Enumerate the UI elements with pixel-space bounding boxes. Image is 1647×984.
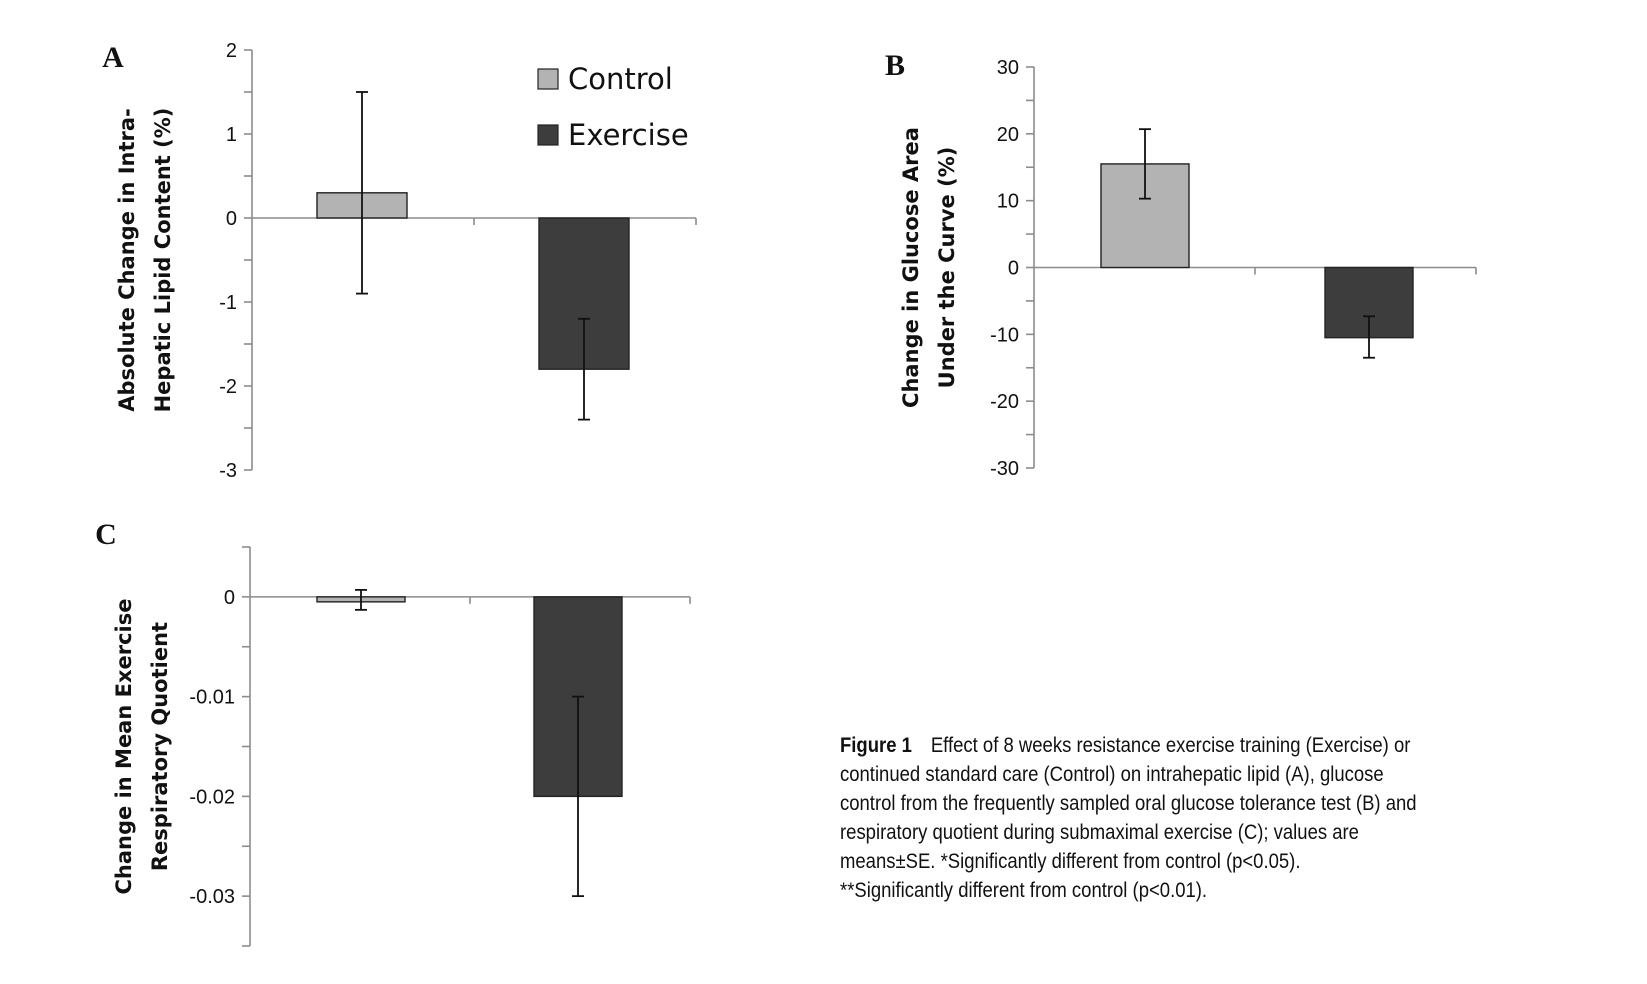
legend: Control Exercise bbox=[537, 62, 689, 152]
panel-label: B bbox=[885, 49, 905, 82]
caption-text: Effect of 8 weeks resistance exercise tr… bbox=[930, 733, 1411, 757]
y-tick-label: -1 bbox=[219, 292, 237, 314]
y-tick-label: -20 bbox=[990, 391, 1019, 413]
legend-swatch-control bbox=[537, 68, 559, 90]
panel-label: C bbox=[95, 518, 117, 551]
caption-line: respiratory quotient during submaximal e… bbox=[840, 820, 1359, 844]
y-tick-label: 0 bbox=[1008, 258, 1019, 280]
y-axis-title: Under the Curve (%) bbox=[935, 147, 959, 389]
panel-label: A bbox=[102, 41, 124, 74]
caption-line: means±SE. *Significantly different from … bbox=[840, 849, 1301, 873]
y-tick-label: 20 bbox=[997, 124, 1019, 146]
y-tick-label: 0 bbox=[224, 587, 235, 609]
y-tick-label: -30 bbox=[990, 458, 1019, 480]
panel-b-chart: B 30 20 10 0 -10 -20 -30 Change in Glucose Area U… bbox=[885, 49, 1477, 480]
y-tick-label: -3 bbox=[219, 460, 237, 482]
legend-label-exercise: Exercise bbox=[568, 118, 689, 152]
bar-exercise bbox=[538, 217, 630, 370]
y-tick-label: -0.01 bbox=[189, 687, 235, 709]
y-axis-title: Change in Mean Exercise bbox=[112, 599, 136, 895]
y-tick-label: 30 bbox=[997, 57, 1019, 79]
caption-line: **Significantly different from control (… bbox=[840, 878, 1208, 902]
y-tick-label: 2 bbox=[226, 40, 237, 62]
y-axis-title: Hepatic Lipid Content (%) bbox=[151, 108, 175, 413]
caption-line: Figure 1 Effect of 8 weeks resistance exe… bbox=[840, 731, 1511, 760]
y-tick-label: -2 bbox=[219, 376, 237, 398]
figure-caption: Figure 1 Effect of 8 weeks resistance exe… bbox=[840, 731, 1620, 905]
y-tick-label: -10 bbox=[990, 324, 1019, 346]
caption-line: control from the frequently sampled oral… bbox=[840, 791, 1417, 815]
caption-line: continued standard care (Control) on int… bbox=[840, 762, 1384, 786]
panel-a-chart: A 2 1 0 -1 -2 -3 Absolute Change in Intra- Hepat… bbox=[102, 40, 697, 482]
legend-label-control: Control bbox=[568, 62, 673, 96]
y-tick-label: -0.02 bbox=[189, 786, 235, 808]
panel-c-chart: C 0 -0.01 -0.02 -0.03 Change in Mean Exercise… bbox=[95, 518, 691, 947]
y-tick-label: 1 bbox=[226, 124, 237, 146]
legend-swatch-exercise bbox=[537, 124, 559, 146]
y-axis-title: Absolute Change in Intra- bbox=[115, 108, 139, 412]
y-tick-label: -0.03 bbox=[189, 886, 235, 908]
caption-label: Figure 1 bbox=[840, 733, 912, 757]
y-axis-title: Change in Glucose Area bbox=[899, 127, 923, 408]
y-tick-label: 10 bbox=[997, 191, 1019, 213]
y-tick-label: 0 bbox=[226, 208, 237, 230]
y-axis-title: Respiratory Quotient bbox=[148, 622, 172, 871]
